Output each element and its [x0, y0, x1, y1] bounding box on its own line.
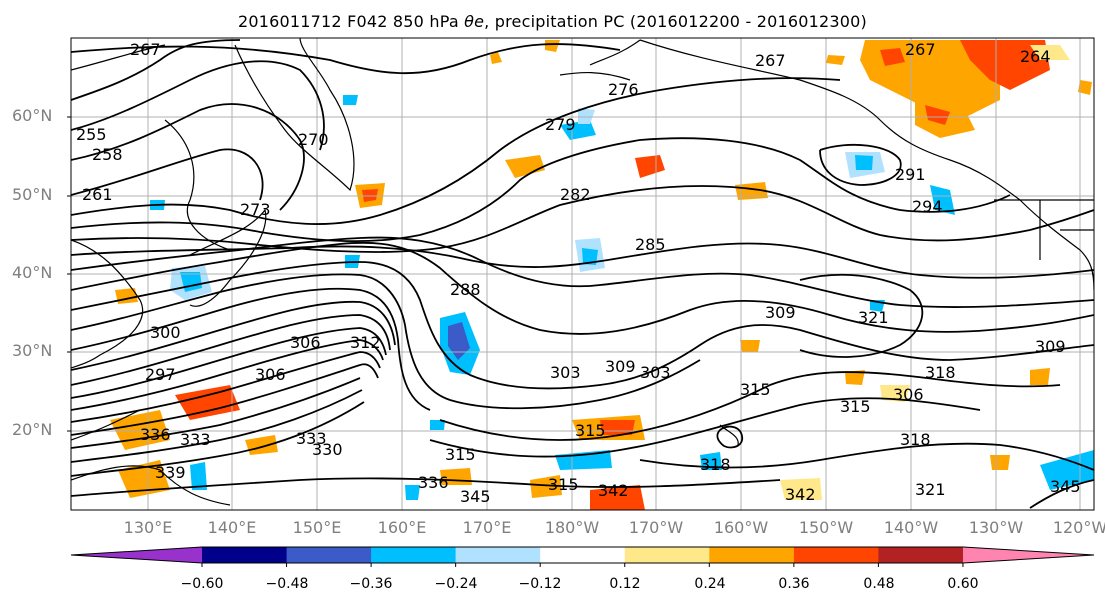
contour-label: 297: [145, 365, 176, 384]
colorbar-segment: [793, 547, 880, 563]
contour-label: 309: [765, 303, 796, 322]
colorbar-segment: [455, 547, 541, 563]
colorbar-tick-label: 0.24: [694, 576, 726, 592]
colorbar-tick-label: 0.60: [947, 576, 979, 592]
contour-label: 336: [418, 473, 449, 492]
lon-tick-label: 130°W: [968, 518, 1024, 537]
contour-label: 258: [92, 145, 123, 164]
colorbar-segment: [202, 547, 288, 563]
colorbar-segment: [286, 547, 372, 563]
lon-tick-label: 120°W: [1052, 518, 1105, 537]
colorbar-tick-label: −0.48: [265, 576, 309, 592]
colorbar-tick-label: −0.12: [518, 576, 562, 592]
lon-tick-label: 140°W: [883, 518, 939, 537]
lon-tick-label: 170°E: [462, 518, 512, 537]
contour-label: 279: [545, 115, 576, 134]
contour-label: 345: [1050, 477, 1081, 496]
colorbar-segment: [540, 547, 626, 563]
lat-tick-label: 40°N: [12, 263, 53, 282]
contour-label: 309: [605, 357, 636, 376]
contour-label: 321: [915, 480, 946, 499]
contour-label: 273: [240, 200, 271, 219]
lat-tick-label: 60°N: [12, 106, 53, 125]
contour-label: 342: [785, 485, 816, 504]
colorbar-tick-label: 0.36: [778, 576, 810, 592]
lat-tick-marks: [67, 116, 71, 432]
contour-label: 255: [76, 125, 107, 144]
contour-label: 264: [1020, 47, 1051, 66]
lon-tick-label: 160°W: [713, 518, 769, 537]
colorbar-segment: [71, 547, 202, 563]
contour-label: 267: [755, 51, 786, 70]
contour-label: 267: [905, 40, 936, 59]
contour-label: 333: [296, 429, 327, 448]
contour-label: 315: [840, 397, 871, 416]
contour-label: 309: [1035, 337, 1066, 356]
contour-label: 270: [298, 130, 329, 149]
lat-tick-label: 30°N: [12, 341, 53, 360]
contour-label: 321: [858, 308, 889, 327]
lat-tick-label: 50°N: [12, 185, 53, 204]
contour-label: 315: [575, 421, 606, 440]
contour-label: 312: [350, 333, 381, 352]
contour-label: 315: [548, 475, 579, 494]
contour-label: 291: [895, 165, 926, 184]
colorbar-segment: [963, 547, 1094, 563]
contour-label: 285: [635, 235, 666, 254]
contour-label: 303: [550, 363, 581, 382]
lon-tick-label: 160°E: [377, 518, 427, 537]
colorbar-segment: [624, 547, 710, 563]
contour-label: 342: [598, 481, 629, 500]
colorbar-tick-label: −0.60: [180, 576, 224, 592]
lon-tick-label: 170°W: [628, 518, 684, 537]
contour-label: 318: [700, 455, 731, 474]
contour-label: 300: [150, 323, 181, 342]
contour-label: 315: [740, 380, 771, 399]
contour-label: 333: [180, 430, 211, 449]
contour-label: 267: [130, 40, 161, 59]
colorbar-segment: [371, 547, 457, 563]
contour-label: 339: [155, 463, 186, 482]
contour-label: 276: [608, 80, 639, 99]
contour-label: 306: [290, 333, 321, 352]
contour-label: 306: [255, 365, 286, 384]
contour-label: 261: [82, 185, 113, 204]
lon-tick-label: 150°E: [292, 518, 342, 537]
colorbar: [70, 546, 1095, 567]
contour-label: 318: [925, 363, 956, 382]
contour-label: 336: [140, 425, 171, 444]
colorbar-tick-label: −0.36: [349, 576, 393, 592]
contour-label: 345: [460, 487, 491, 506]
colorbar-segment: [709, 547, 795, 563]
contour-label: 303: [640, 363, 671, 382]
contour-label: 294: [912, 197, 943, 216]
contour-label: 306: [893, 385, 924, 404]
lon-tick-label: 140°E: [207, 518, 257, 537]
colorbar-tick-label: 0.12: [609, 576, 641, 592]
lat-tick-label: 20°N: [12, 420, 53, 439]
lon-tick-label: 180°W: [544, 518, 600, 537]
contour-label: 282: [560, 185, 591, 204]
contour-label: 288: [450, 280, 481, 299]
contour-label: 315: [445, 445, 476, 464]
lon-tick-label: 130°E: [123, 518, 173, 537]
contour-label: 330: [312, 440, 343, 459]
lon-tick-label: 150°W: [798, 518, 854, 537]
colorbar-tick-label: −0.24: [434, 576, 478, 592]
colorbar-segment: [878, 547, 964, 563]
contour-label: 318: [900, 430, 931, 449]
figure-title: 2016011712 F042 850 hPa θe, precipitatio…: [238, 12, 867, 31]
colorbar-tick-label: 0.48: [863, 576, 895, 592]
theta-e-contours: [71, 39, 1094, 509]
contour-labels: 267 267 267 264 261 258 255 270 273 279 …: [76, 40, 1081, 506]
